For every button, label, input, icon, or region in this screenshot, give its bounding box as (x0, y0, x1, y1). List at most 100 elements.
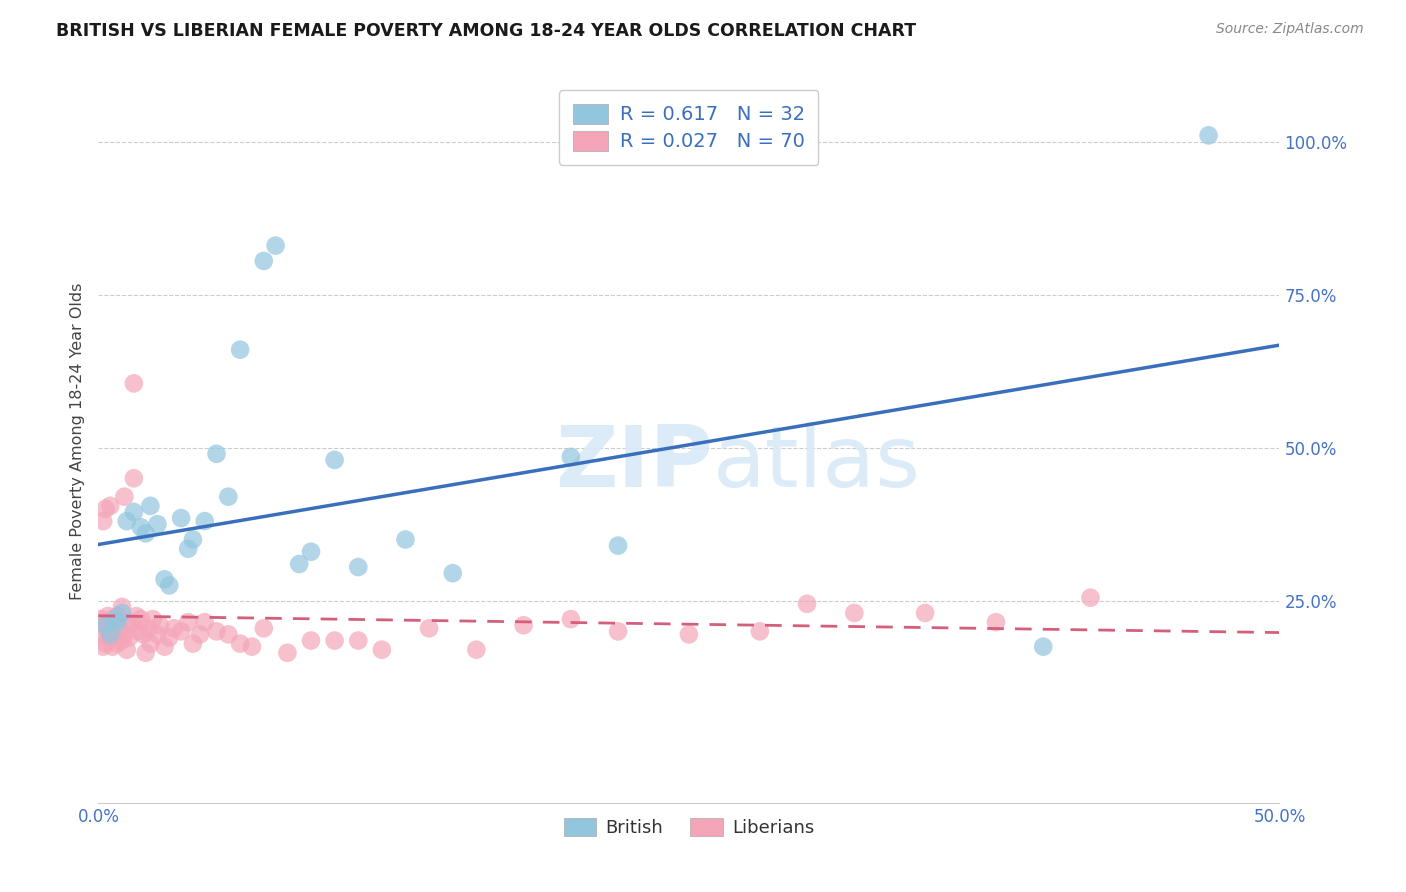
Point (560, 612, 582, 626)
Point (118, 631, 141, 645)
Text: Source: ZipAtlas.com: Source: ZipAtlas.com (1216, 22, 1364, 37)
Point (347, 560, 370, 574)
Point (98, 499, 121, 513)
Text: BRITISH VS LIBERIAN FEMALE POVERTY AMONG 18-24 YEAR OLDS CORRELATION CHART: BRITISH VS LIBERIAN FEMALE POVERTY AMONG… (56, 22, 917, 40)
Point (288, 557, 311, 571)
Point (157, 578, 180, 592)
Point (276, 646, 298, 660)
Point (111, 633, 134, 648)
Point (748, 624, 770, 639)
Point (678, 627, 700, 641)
Point (181, 533, 204, 547)
Point (229, 637, 252, 651)
Point (984, 615, 1007, 630)
Text: ZIP: ZIP (555, 422, 713, 505)
Point (177, 615, 200, 630)
Point (98, 631, 121, 645)
Point (240, 640, 263, 654)
Point (1080, 591, 1102, 605)
Point (418, 621, 440, 635)
Point (132, 627, 155, 641)
Point (347, 633, 370, 648)
Point (607, 624, 630, 639)
Point (97, 624, 120, 639)
Point (91, 640, 114, 654)
Point (139, 637, 162, 651)
Point (796, 597, 818, 611)
Point (135, 646, 157, 660)
Point (121, 615, 143, 630)
Point (94, 615, 117, 630)
Point (104, 612, 127, 626)
Point (91, 514, 114, 528)
Point (441, 566, 464, 581)
Point (163, 621, 186, 635)
Point (136, 621, 159, 635)
Point (264, 238, 287, 252)
Point (111, 606, 134, 620)
Point (181, 637, 204, 651)
Point (170, 624, 193, 639)
Point (217, 627, 239, 641)
Point (90, 627, 112, 641)
Point (139, 499, 162, 513)
Legend: British, Liberians: British, Liberians (557, 811, 821, 845)
Point (129, 520, 152, 534)
Point (94, 637, 117, 651)
Point (149, 618, 172, 632)
Point (146, 517, 169, 532)
Point (104, 627, 127, 641)
Point (607, 539, 630, 553)
Point (101, 640, 124, 654)
Point (98, 615, 121, 630)
Point (194, 615, 217, 630)
Point (188, 627, 211, 641)
Point (122, 471, 145, 485)
Point (112, 490, 135, 504)
Point (146, 627, 169, 641)
Point (94, 618, 117, 632)
Point (97, 609, 120, 624)
Point (157, 631, 180, 645)
Point (142, 612, 165, 626)
Point (512, 618, 534, 632)
Point (194, 514, 217, 528)
Point (153, 640, 176, 654)
Point (844, 606, 866, 620)
Point (914, 606, 936, 620)
Point (135, 526, 157, 541)
Point (217, 490, 239, 504)
Point (115, 514, 138, 528)
Point (122, 376, 145, 391)
Point (105, 609, 128, 624)
Point (94, 502, 117, 516)
Point (108, 621, 131, 635)
Point (104, 615, 127, 630)
Point (129, 612, 152, 626)
Point (323, 633, 346, 648)
Y-axis label: Female Poverty Among 18-24 Year Olds: Female Poverty Among 18-24 Year Olds (69, 283, 84, 600)
Point (229, 343, 252, 357)
Point (125, 609, 148, 624)
Point (118, 618, 141, 632)
Point (323, 453, 346, 467)
Point (205, 624, 228, 639)
Point (112, 627, 135, 641)
Point (128, 624, 150, 639)
Point (394, 533, 416, 547)
Point (153, 572, 176, 586)
Point (90, 612, 112, 626)
Point (91, 615, 114, 630)
Point (115, 642, 138, 657)
Point (170, 511, 193, 525)
Text: atlas: atlas (713, 422, 921, 505)
Point (177, 541, 200, 556)
Point (371, 642, 394, 657)
Point (111, 599, 134, 614)
Point (465, 642, 488, 657)
Point (98, 627, 121, 641)
Point (1198, 128, 1220, 143)
Point (560, 450, 582, 464)
Point (299, 633, 322, 648)
Point (105, 637, 128, 651)
